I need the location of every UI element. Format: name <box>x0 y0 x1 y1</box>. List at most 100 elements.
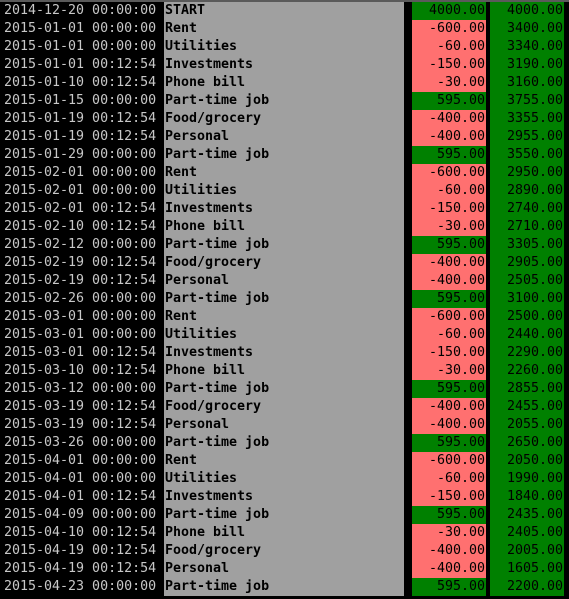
ledger-row[interactable]: 2015-04-09 00:00:00 Part-time job 595.00 24… <box>0 506 569 524</box>
ledger-row[interactable]: 2015-01-19 00:12:54 Food/grocery -400.00 33… <box>0 110 569 128</box>
ledger-row[interactable]: 2015-03-19 00:12:54 Food/grocery -400.00 24… <box>0 398 569 416</box>
amount-debit: -60.00 <box>412 326 486 344</box>
amount-credit: 595.00 <box>412 578 486 596</box>
ledger-row[interactable]: 2015-01-01 00:00:00 Rent -600.00 3400.00 <box>0 20 569 38</box>
ledger-row[interactable]: 2015-03-12 00:00:00 Part-time job 595.00 28… <box>0 380 569 398</box>
transaction-description: Utilities <box>164 182 404 200</box>
ledger-row[interactable]: 2014-12-20 00:00:00 START 4000.00 4000.00 <box>0 2 569 20</box>
ledger-row[interactable]: 2015-04-19 00:12:54 Food/grocery -400.00 20… <box>0 542 569 560</box>
transaction-date: 2015-03-01 00:12:54 <box>4 345 157 360</box>
transaction-date: 2015-02-19 00:12:54 <box>4 273 157 288</box>
ledger-row[interactable]: 2015-02-01 00:12:54 Investments -150.00 274… <box>0 200 569 218</box>
transaction-description: Part-time job <box>164 578 404 596</box>
transaction-date: 2015-01-15 00:00:00 <box>4 93 157 108</box>
ledger-row[interactable]: 2015-02-01 00:00:00 Rent -600.00 2950.00 <box>0 164 569 182</box>
ledger-row[interactable]: 2015-03-26 00:00:00 Part-time job 595.00 26… <box>0 434 569 452</box>
ledger-row[interactable]: 2015-04-23 00:00:00 Part-time job 595.00 22… <box>0 578 569 596</box>
ledger-row[interactable]: 2015-02-19 00:12:54 Food/grocery -400.00 29… <box>0 254 569 272</box>
transaction-description: Rent <box>164 20 404 38</box>
amount-credit: 595.00 <box>412 380 486 398</box>
running-balance: 2505.00 <box>490 272 564 290</box>
transaction-date: 2015-03-19 00:12:54 <box>4 417 157 432</box>
amount-debit: -60.00 <box>412 182 486 200</box>
transaction-date: 2015-03-12 00:00:00 <box>4 381 157 396</box>
transaction-description: Investments <box>164 56 404 74</box>
ledger-row[interactable]: 2015-03-01 00:00:00 Utilities -60.00 2440.0… <box>0 326 569 344</box>
ledger-row[interactable]: 2015-03-19 00:12:54 Personal -400.00 2055.0… <box>0 416 569 434</box>
ledger-row[interactable]: 2015-02-10 00:12:54 Phone bill -30.00 2710.… <box>0 218 569 236</box>
ledger-row[interactable]: 2015-02-12 00:00:00 Part-time job 595.00 33… <box>0 236 569 254</box>
ledger-row[interactable]: 2015-04-01 00:12:54 Investments -150.00 184… <box>0 488 569 506</box>
running-balance: 2200.00 <box>490 578 564 596</box>
ledger-row[interactable]: 2015-02-26 00:00:00 Part-time job 595.00 31… <box>0 290 569 308</box>
running-balance: 2435.00 <box>490 506 564 524</box>
ledger-row[interactable]: 2015-02-19 00:12:54 Personal -400.00 2505.0… <box>0 272 569 290</box>
running-balance: 1605.00 <box>490 560 564 578</box>
amount-credit: 4000.00 <box>412 2 486 20</box>
transaction-date: 2015-01-01 00:00:00 <box>4 39 157 54</box>
transaction-description: Food/grocery <box>164 398 404 416</box>
transaction-date: 2015-04-01 00:00:00 <box>4 471 157 486</box>
ledger-row[interactable]: 2015-02-01 00:00:00 Utilities -60.00 2890.0… <box>0 182 569 200</box>
transaction-description: Food/grocery <box>164 542 404 560</box>
running-balance: 2650.00 <box>490 434 564 452</box>
ledger-row[interactable]: 2015-01-29 00:00:00 Part-time job 595.00 35… <box>0 146 569 164</box>
running-balance: 3550.00 <box>490 146 564 164</box>
amount-debit: -400.00 <box>412 254 486 272</box>
ledger-row[interactable]: 2015-01-15 00:00:00 Part-time job 595.00 37… <box>0 92 569 110</box>
amount-debit: -60.00 <box>412 38 486 56</box>
transaction-description: Rent <box>164 308 404 326</box>
ledger-row[interactable]: 2015-01-19 00:12:54 Personal -400.00 2955.0… <box>0 128 569 146</box>
transaction-description: Investments <box>164 344 404 362</box>
transaction-date: 2015-01-01 00:12:54 <box>4 57 157 72</box>
transaction-description: Phone bill <box>164 524 404 542</box>
ledger-row[interactable]: 2015-03-01 00:12:54 Investments -150.00 229… <box>0 344 569 362</box>
transaction-date: 2015-04-01 00:00:00 <box>4 453 157 468</box>
ledger-row[interactable]: 2015-01-01 00:12:54 Investments -150.00 319… <box>0 56 569 74</box>
ledger-row[interactable]: 2015-03-10 00:12:54 Phone bill -30.00 2260.… <box>0 362 569 380</box>
transaction-description: Food/grocery <box>164 254 404 272</box>
running-balance: 2005.00 <box>490 542 564 560</box>
amount-debit: -30.00 <box>412 362 486 380</box>
ledger-row[interactable]: 2015-01-10 00:12:54 Phone bill -30.00 3160.… <box>0 74 569 92</box>
running-balance: 2955.00 <box>490 128 564 146</box>
transaction-date: 2015-03-10 00:12:54 <box>4 363 157 378</box>
transaction-date: 2015-02-10 00:12:54 <box>4 219 157 234</box>
amount-debit: -400.00 <box>412 110 486 128</box>
running-balance: 2855.00 <box>490 380 564 398</box>
amount-debit: -150.00 <box>412 56 486 74</box>
ledger-row[interactable]: 2015-04-01 00:00:00 Utilities -60.00 1990.0… <box>0 470 569 488</box>
amount-debit: -60.00 <box>412 470 486 488</box>
transaction-date: 2014-12-20 00:00:00 <box>4 3 157 18</box>
transaction-description: Part-time job <box>164 236 404 254</box>
amount-credit: 595.00 <box>412 506 486 524</box>
amount-debit: -150.00 <box>412 200 486 218</box>
amount-credit: 595.00 <box>412 290 486 308</box>
ledger-row[interactable]: 2015-01-01 00:00:00 Utilities -60.00 3340.0… <box>0 38 569 56</box>
transaction-date: 2015-04-23 00:00:00 <box>4 579 157 594</box>
amount-debit: -400.00 <box>412 542 486 560</box>
running-balance: 1840.00 <box>490 488 564 506</box>
transaction-description: Phone bill <box>164 74 404 92</box>
running-balance: 3400.00 <box>490 20 564 38</box>
transaction-description: Part-time job <box>164 146 404 164</box>
amount-debit: -600.00 <box>412 308 486 326</box>
transaction-date: 2015-01-10 00:12:54 <box>4 75 157 90</box>
amount-debit: -400.00 <box>412 272 486 290</box>
running-balance: 2500.00 <box>490 308 564 326</box>
transaction-description: Personal <box>164 560 404 578</box>
running-balance: 3305.00 <box>490 236 564 254</box>
ledger-row[interactable]: 2015-04-19 00:12:54 Personal -400.00 1605.0… <box>0 560 569 578</box>
transaction-date: 2015-04-19 00:12:54 <box>4 543 157 558</box>
running-balance: 3355.00 <box>490 110 564 128</box>
transaction-description: Investments <box>164 200 404 218</box>
running-balance: 2950.00 <box>490 164 564 182</box>
ledger-row[interactable]: 2015-03-01 00:00:00 Rent -600.00 2500.00 <box>0 308 569 326</box>
amount-debit: -30.00 <box>412 74 486 92</box>
running-balance: 2905.00 <box>490 254 564 272</box>
ledger-row[interactable]: 2015-04-10 00:12:54 Phone bill -30.00 2405.… <box>0 524 569 542</box>
amount-debit: -30.00 <box>412 218 486 236</box>
transaction-date: 2015-01-29 00:00:00 <box>4 147 157 162</box>
ledger-row[interactable]: 2015-04-01 00:00:00 Rent -600.00 2050.00 <box>0 452 569 470</box>
